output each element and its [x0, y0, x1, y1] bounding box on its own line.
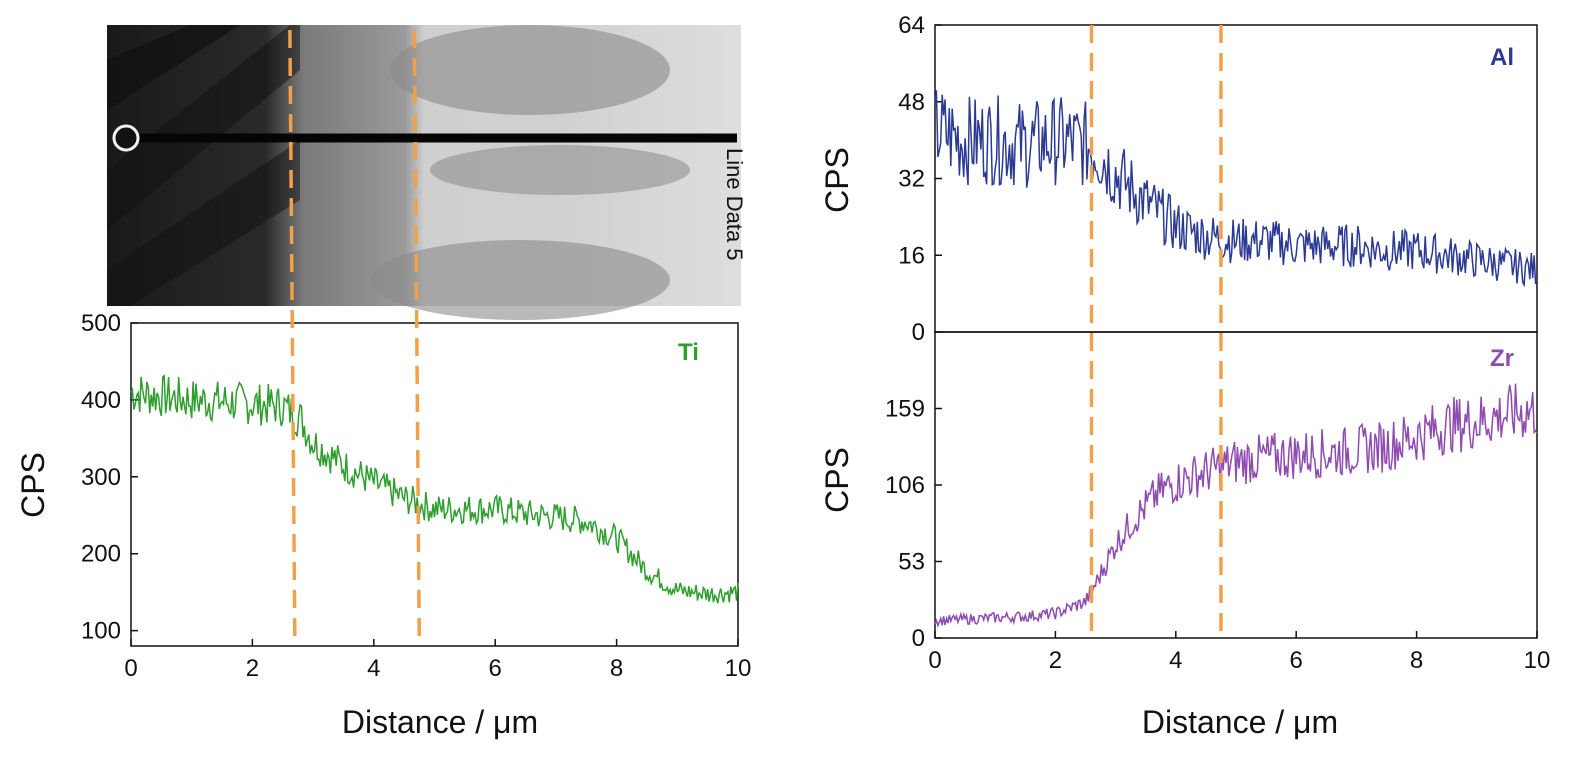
- ti-y-tick-label: 500: [81, 310, 121, 337]
- ti-y-tick-label: 100: [81, 618, 121, 645]
- ti-x-tick-label: 0: [124, 655, 137, 682]
- phase-boundaries: [288, 25, 1223, 647]
- scan-start-marker: [112, 124, 140, 152]
- al-chart: 0 16 32 48 64 Al CPS: [819, 12, 1538, 346]
- ti-x-axis: 0 2 4 6 8 10: [124, 639, 751, 682]
- zr-x-tick-label: 8: [1410, 647, 1423, 674]
- zr-chart: 0 53 106 159 0 2 4 6 8 10 Zr CPS Distance / μm: [819, 331, 1550, 740]
- al-y-tick-label: 64: [898, 12, 925, 39]
- line-data-label: Line Data 5: [722, 148, 747, 261]
- zr-y-tick-label: 0: [912, 625, 925, 652]
- al-y-axis: 0 16 32 48 64: [898, 12, 942, 346]
- zr-x-tick-label: 10: [1524, 647, 1551, 674]
- al-annotation: Al: [1490, 44, 1514, 71]
- al-y-tick-label: 48: [898, 89, 925, 116]
- zr-y-tick-label: 106: [885, 472, 925, 499]
- zr-y-axis: 0 53 106 159: [885, 396, 942, 652]
- ti-y-tick-label: 400: [81, 387, 121, 414]
- zr-x-tick-label: 4: [1169, 647, 1182, 674]
- zr-x-axis: 0 2 4 6 8 10: [928, 631, 1550, 674]
- ti-y-tick-label: 200: [81, 541, 121, 568]
- ti-x-axis-label: Distance / μm: [342, 704, 538, 740]
- al-plot-frame: [934, 24, 1538, 333]
- al-y-tick-label: 16: [898, 242, 925, 269]
- ti-y-axis: 100 200 300 400 500: [81, 310, 138, 645]
- zr-x-tick-label: 6: [1290, 647, 1303, 674]
- zr-y-axis-label: CPS: [819, 447, 855, 513]
- al-y-axis-label: CPS: [819, 147, 855, 213]
- zr-x-tick-label: 0: [928, 647, 941, 674]
- al-series-line: [934, 90, 1538, 288]
- left-boundary-line: [412, 29, 422, 647]
- sem-micrograph: Line Data 5: [107, 25, 747, 320]
- ti-plot-frame: [130, 322, 739, 647]
- al-y-tick-label: 0: [912, 319, 925, 346]
- ti-x-tick-label: 4: [367, 655, 380, 682]
- ti-y-tick-label: 300: [81, 464, 121, 491]
- zr-x-tick-label: 2: [1049, 647, 1062, 674]
- zr-plot-frame: [934, 331, 1538, 639]
- ti-y-axis-label: CPS: [15, 452, 51, 518]
- zr-series-line: [934, 383, 1538, 628]
- ti-annotation: Ti: [678, 339, 699, 366]
- ti-chart: 100 200 300 400 500 0 2 4 6 8 10 Ti CPS Distance …: [15, 310, 751, 740]
- ti-x-tick-label: 10: [725, 655, 752, 682]
- zr-y-tick-label: 53: [898, 549, 925, 576]
- ti-series-line: [130, 374, 739, 604]
- ti-x-tick-label: 2: [246, 655, 259, 682]
- zr-annotation: Zr: [1490, 345, 1514, 372]
- left-boundary-line: [288, 29, 297, 647]
- ti-x-tick-label: 6: [489, 655, 502, 682]
- zr-y-tick-label: 159: [885, 396, 925, 423]
- al-y-tick-label: 32: [898, 166, 925, 193]
- ti-x-tick-label: 8: [610, 655, 623, 682]
- zr-x-axis-label: Distance / μm: [1142, 704, 1338, 740]
